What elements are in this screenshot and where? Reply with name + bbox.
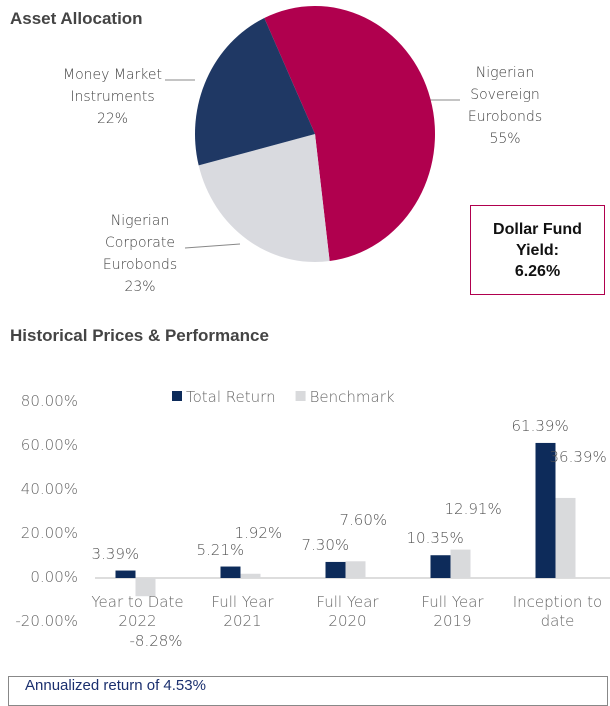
pie-slice xyxy=(198,134,330,262)
bar xyxy=(115,570,136,578)
pie-slice xyxy=(195,17,315,166)
y-tick-label: 80.00% xyxy=(20,392,78,410)
yield-box: Dollar Fund Yield: 6.26% xyxy=(470,205,605,295)
x-tick-label: Year to Date 2022 xyxy=(91,593,184,630)
yield-value: 6.26% xyxy=(514,262,561,280)
x-tick-label: Inception to date xyxy=(512,593,603,630)
canvas: Total Return Benchmark xyxy=(95,5,610,597)
bar xyxy=(325,561,346,578)
bar xyxy=(430,555,451,578)
slice-label: Nigerian Sovereign Eurobonds 55% xyxy=(455,62,555,150)
legend-label: Total Return xyxy=(186,388,276,406)
bar xyxy=(450,549,471,578)
data-label: 7.30% xyxy=(301,535,350,554)
yield-label: Dollar Fund Yield: xyxy=(493,220,582,259)
x-tick-label: Full Year 2020 xyxy=(316,593,379,630)
data-label: 61.39% xyxy=(511,416,569,435)
bar xyxy=(240,573,261,578)
bar xyxy=(345,561,366,578)
section-title: Historical Prices & Performance xyxy=(10,326,269,345)
bar xyxy=(135,578,156,597)
legend-label: Benchmark xyxy=(310,388,395,406)
slice-percent: 22% xyxy=(96,111,129,127)
y-tick-label: 20.00% xyxy=(20,524,78,542)
x-tick-label: Full Year 2021 xyxy=(211,593,274,630)
data-label: 12.91% xyxy=(444,499,502,518)
y-tick-label: 60.00% xyxy=(20,436,78,454)
data-label: 7.60% xyxy=(339,511,388,530)
slice-name: Nigerian Corporate Eurobonds xyxy=(102,213,178,273)
page: Total Return Benchmark Asset Allocation H… xyxy=(8,5,610,706)
slice-percent: 23% xyxy=(124,279,156,295)
y-tick-label: 40.00% xyxy=(20,480,78,498)
data-label: 5.21% xyxy=(196,540,245,559)
leader-line xyxy=(184,243,241,249)
data-label: 10.35% xyxy=(406,529,464,548)
slice-label: Money Market Instruments 22% xyxy=(40,64,185,130)
y-tick-label: 0.00% xyxy=(30,568,78,586)
section-title: Asset Allocation xyxy=(10,9,143,28)
x-tick-label: Full Year 2019 xyxy=(421,593,484,630)
data-label: 1.92% xyxy=(234,523,283,542)
data-label: -8.28% xyxy=(129,632,183,651)
legend-swatch xyxy=(172,391,182,401)
slice-label: Nigerian Corporate Eurobonds 23% xyxy=(85,210,195,298)
bar xyxy=(555,497,576,578)
slice-name: Money Market Instruments xyxy=(63,67,162,105)
data-label: 36.39% xyxy=(549,447,607,466)
bar xyxy=(220,566,241,578)
bar xyxy=(535,442,556,578)
y-tick-label: -20.00% xyxy=(15,612,78,630)
data-label: 3.39% xyxy=(91,544,140,563)
footer: Annualized return of 4.53% xyxy=(8,676,608,706)
slice-name: Nigerian Sovereign Eurobonds xyxy=(467,65,543,125)
slice-percent: 55% xyxy=(489,131,521,147)
pie-slice xyxy=(264,5,436,262)
legend-swatch xyxy=(295,391,306,401)
